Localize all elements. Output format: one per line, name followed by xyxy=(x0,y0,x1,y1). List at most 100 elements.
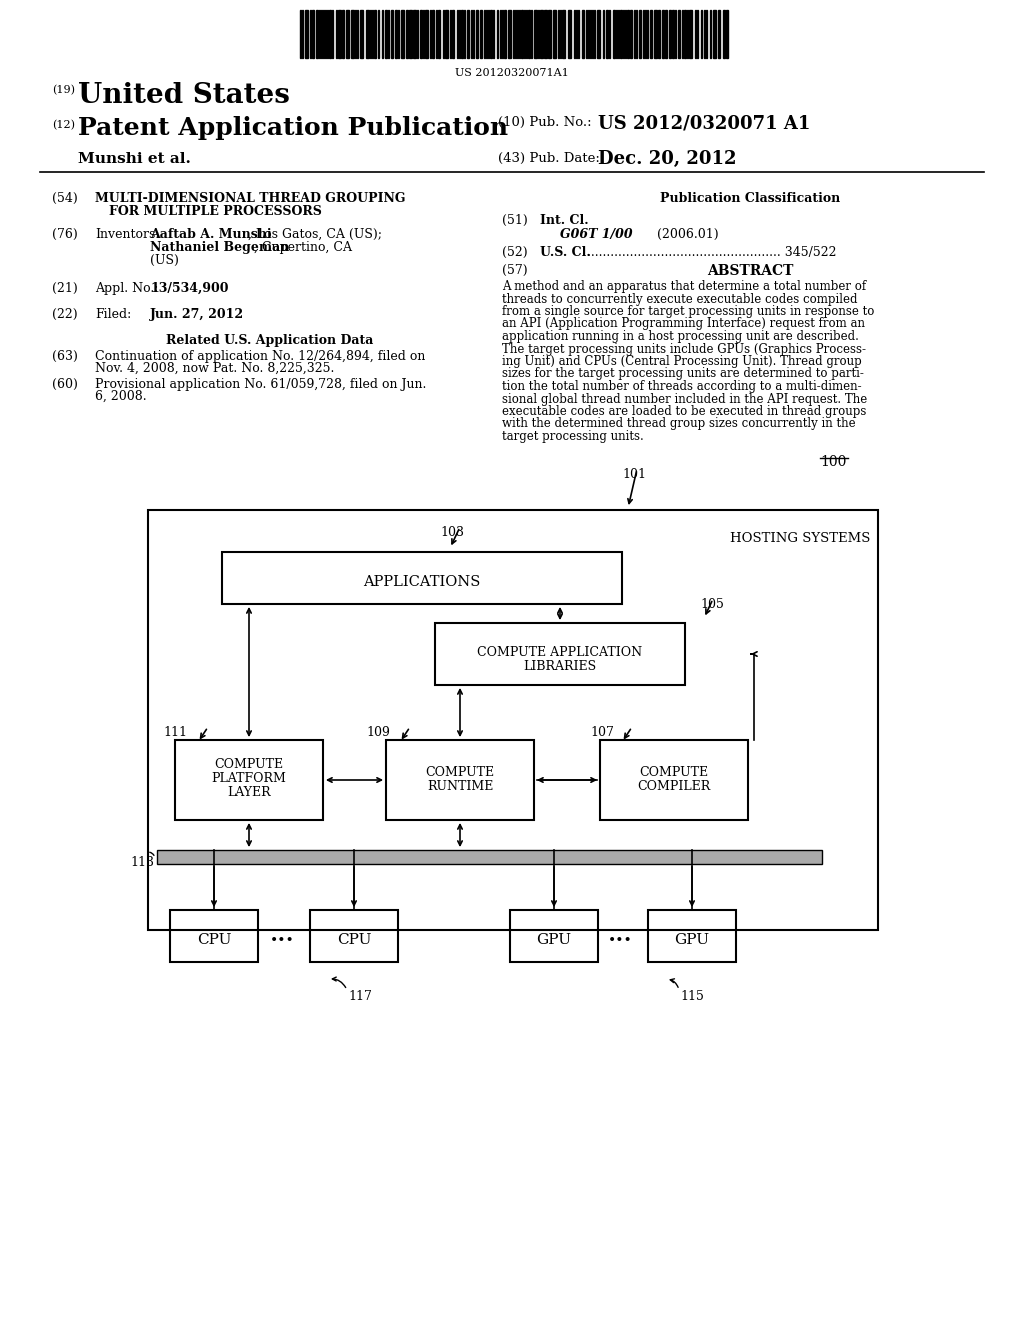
Text: 111: 111 xyxy=(163,726,187,739)
Text: executable codes are loaded to be executed in thread groups: executable codes are loaded to be execut… xyxy=(502,405,866,418)
Bar xyxy=(432,11,434,58)
Text: (63): (63) xyxy=(52,350,78,363)
Text: PLATFORM: PLATFORM xyxy=(212,772,287,785)
Text: 113: 113 xyxy=(130,855,154,869)
Bar xyxy=(544,11,547,58)
Text: 101: 101 xyxy=(622,469,646,480)
Bar xyxy=(654,11,657,58)
Text: G06T 1/00: G06T 1/00 xyxy=(560,228,633,242)
Bar xyxy=(391,11,393,58)
Bar xyxy=(562,11,565,58)
Bar xyxy=(678,11,680,58)
Bar xyxy=(148,510,878,931)
Text: Publication Classification: Publication Classification xyxy=(659,191,840,205)
Text: U.S. Cl.: U.S. Cl. xyxy=(540,246,591,259)
Text: threads to concurrently execute executable codes compiled: threads to concurrently execute executab… xyxy=(502,293,857,305)
Bar xyxy=(528,11,530,58)
Bar xyxy=(222,552,622,605)
Text: from a single source for target processing units in response to: from a single source for target processi… xyxy=(502,305,874,318)
Bar xyxy=(606,11,608,58)
Bar xyxy=(476,11,478,58)
Bar xyxy=(425,11,428,58)
Bar xyxy=(504,11,506,58)
Bar xyxy=(157,850,822,865)
Text: RUNTIME: RUNTIME xyxy=(427,780,494,793)
Bar xyxy=(338,11,341,58)
Text: COMPILER: COMPILER xyxy=(637,780,711,793)
Bar xyxy=(445,11,449,58)
Text: (21): (21) xyxy=(52,282,78,294)
Text: Continuation of application No. 12/264,894, filed on: Continuation of application No. 12/264,8… xyxy=(95,350,425,363)
Text: an API (Application Programming Interface) request from an: an API (Application Programming Interfac… xyxy=(502,318,865,330)
Bar xyxy=(548,11,551,58)
Text: Inventors:: Inventors: xyxy=(95,228,160,242)
Bar xyxy=(627,11,629,58)
Text: Nathaniel Begeman: Nathaniel Begeman xyxy=(150,242,290,253)
Bar xyxy=(316,11,318,58)
Text: 115: 115 xyxy=(680,990,703,1003)
Bar xyxy=(312,11,314,58)
Text: (22): (22) xyxy=(52,308,78,321)
Text: (52): (52) xyxy=(502,246,527,259)
Bar xyxy=(723,11,725,58)
Bar xyxy=(490,11,492,58)
Bar xyxy=(639,11,641,58)
Bar xyxy=(409,11,412,58)
Text: (19): (19) xyxy=(52,84,75,95)
Bar xyxy=(662,11,664,58)
Text: Dec. 20, 2012: Dec. 20, 2012 xyxy=(598,150,736,168)
Text: 13/534,900: 13/534,900 xyxy=(150,282,228,294)
Text: LAYER: LAYER xyxy=(227,785,270,799)
Bar xyxy=(553,11,556,58)
Text: 103: 103 xyxy=(440,525,464,539)
Bar xyxy=(648,909,736,962)
Text: 117: 117 xyxy=(348,990,372,1003)
Bar xyxy=(672,11,674,58)
Text: (57): (57) xyxy=(502,264,527,277)
Text: (US): (US) xyxy=(150,253,179,267)
Bar xyxy=(395,11,397,58)
Text: The target processing units include GPUs (Graphics Process-: The target processing units include GPUs… xyxy=(502,342,866,355)
Text: COMPUTE: COMPUTE xyxy=(425,766,495,779)
Bar xyxy=(413,11,416,58)
Bar xyxy=(420,11,422,58)
Text: •••: ••• xyxy=(607,933,633,946)
Text: Munshi et al.: Munshi et al. xyxy=(78,152,190,166)
Bar xyxy=(366,11,369,58)
Bar xyxy=(726,11,728,58)
Text: 109: 109 xyxy=(366,726,390,739)
Text: US 2012/0320071 A1: US 2012/0320071 A1 xyxy=(598,114,810,132)
Bar xyxy=(374,11,376,58)
Bar xyxy=(406,11,408,58)
Bar xyxy=(534,11,537,58)
Text: 6, 2008.: 6, 2008. xyxy=(95,389,146,403)
Text: Filed:: Filed: xyxy=(95,308,131,321)
Bar xyxy=(310,909,398,962)
Text: COMPUTE: COMPUTE xyxy=(214,758,284,771)
Bar xyxy=(360,11,362,58)
Text: GPU: GPU xyxy=(675,933,710,946)
Bar xyxy=(351,11,354,58)
Bar xyxy=(510,909,598,962)
Bar xyxy=(461,11,463,58)
Text: APPLICATIONS: APPLICATIONS xyxy=(364,576,480,589)
Text: (12): (12) xyxy=(52,120,75,131)
Bar xyxy=(630,11,632,58)
Bar xyxy=(521,11,523,58)
Text: CPU: CPU xyxy=(337,933,372,946)
Text: (43) Pub. Date:: (43) Pub. Date: xyxy=(498,152,600,165)
Bar xyxy=(329,11,331,58)
Text: Aaftab A. Munshi: Aaftab A. Munshi xyxy=(150,228,271,242)
Bar xyxy=(568,11,571,58)
Text: United States: United States xyxy=(78,82,290,110)
Text: A method and an apparatus that determine a total number of: A method and an apparatus that determine… xyxy=(502,280,866,293)
Bar xyxy=(170,909,258,962)
Bar xyxy=(689,11,692,58)
Text: (10) Pub. No.:: (10) Pub. No.: xyxy=(498,116,592,129)
Bar xyxy=(346,11,349,58)
Text: MULTI-DIMENSIONAL THREAD GROUPING: MULTI-DIMENSIONAL THREAD GROUPING xyxy=(95,191,406,205)
Text: Related U.S. Application Data: Related U.S. Application Data xyxy=(166,334,374,347)
Bar xyxy=(508,11,511,58)
Bar xyxy=(582,11,584,58)
Text: (51): (51) xyxy=(502,214,527,227)
